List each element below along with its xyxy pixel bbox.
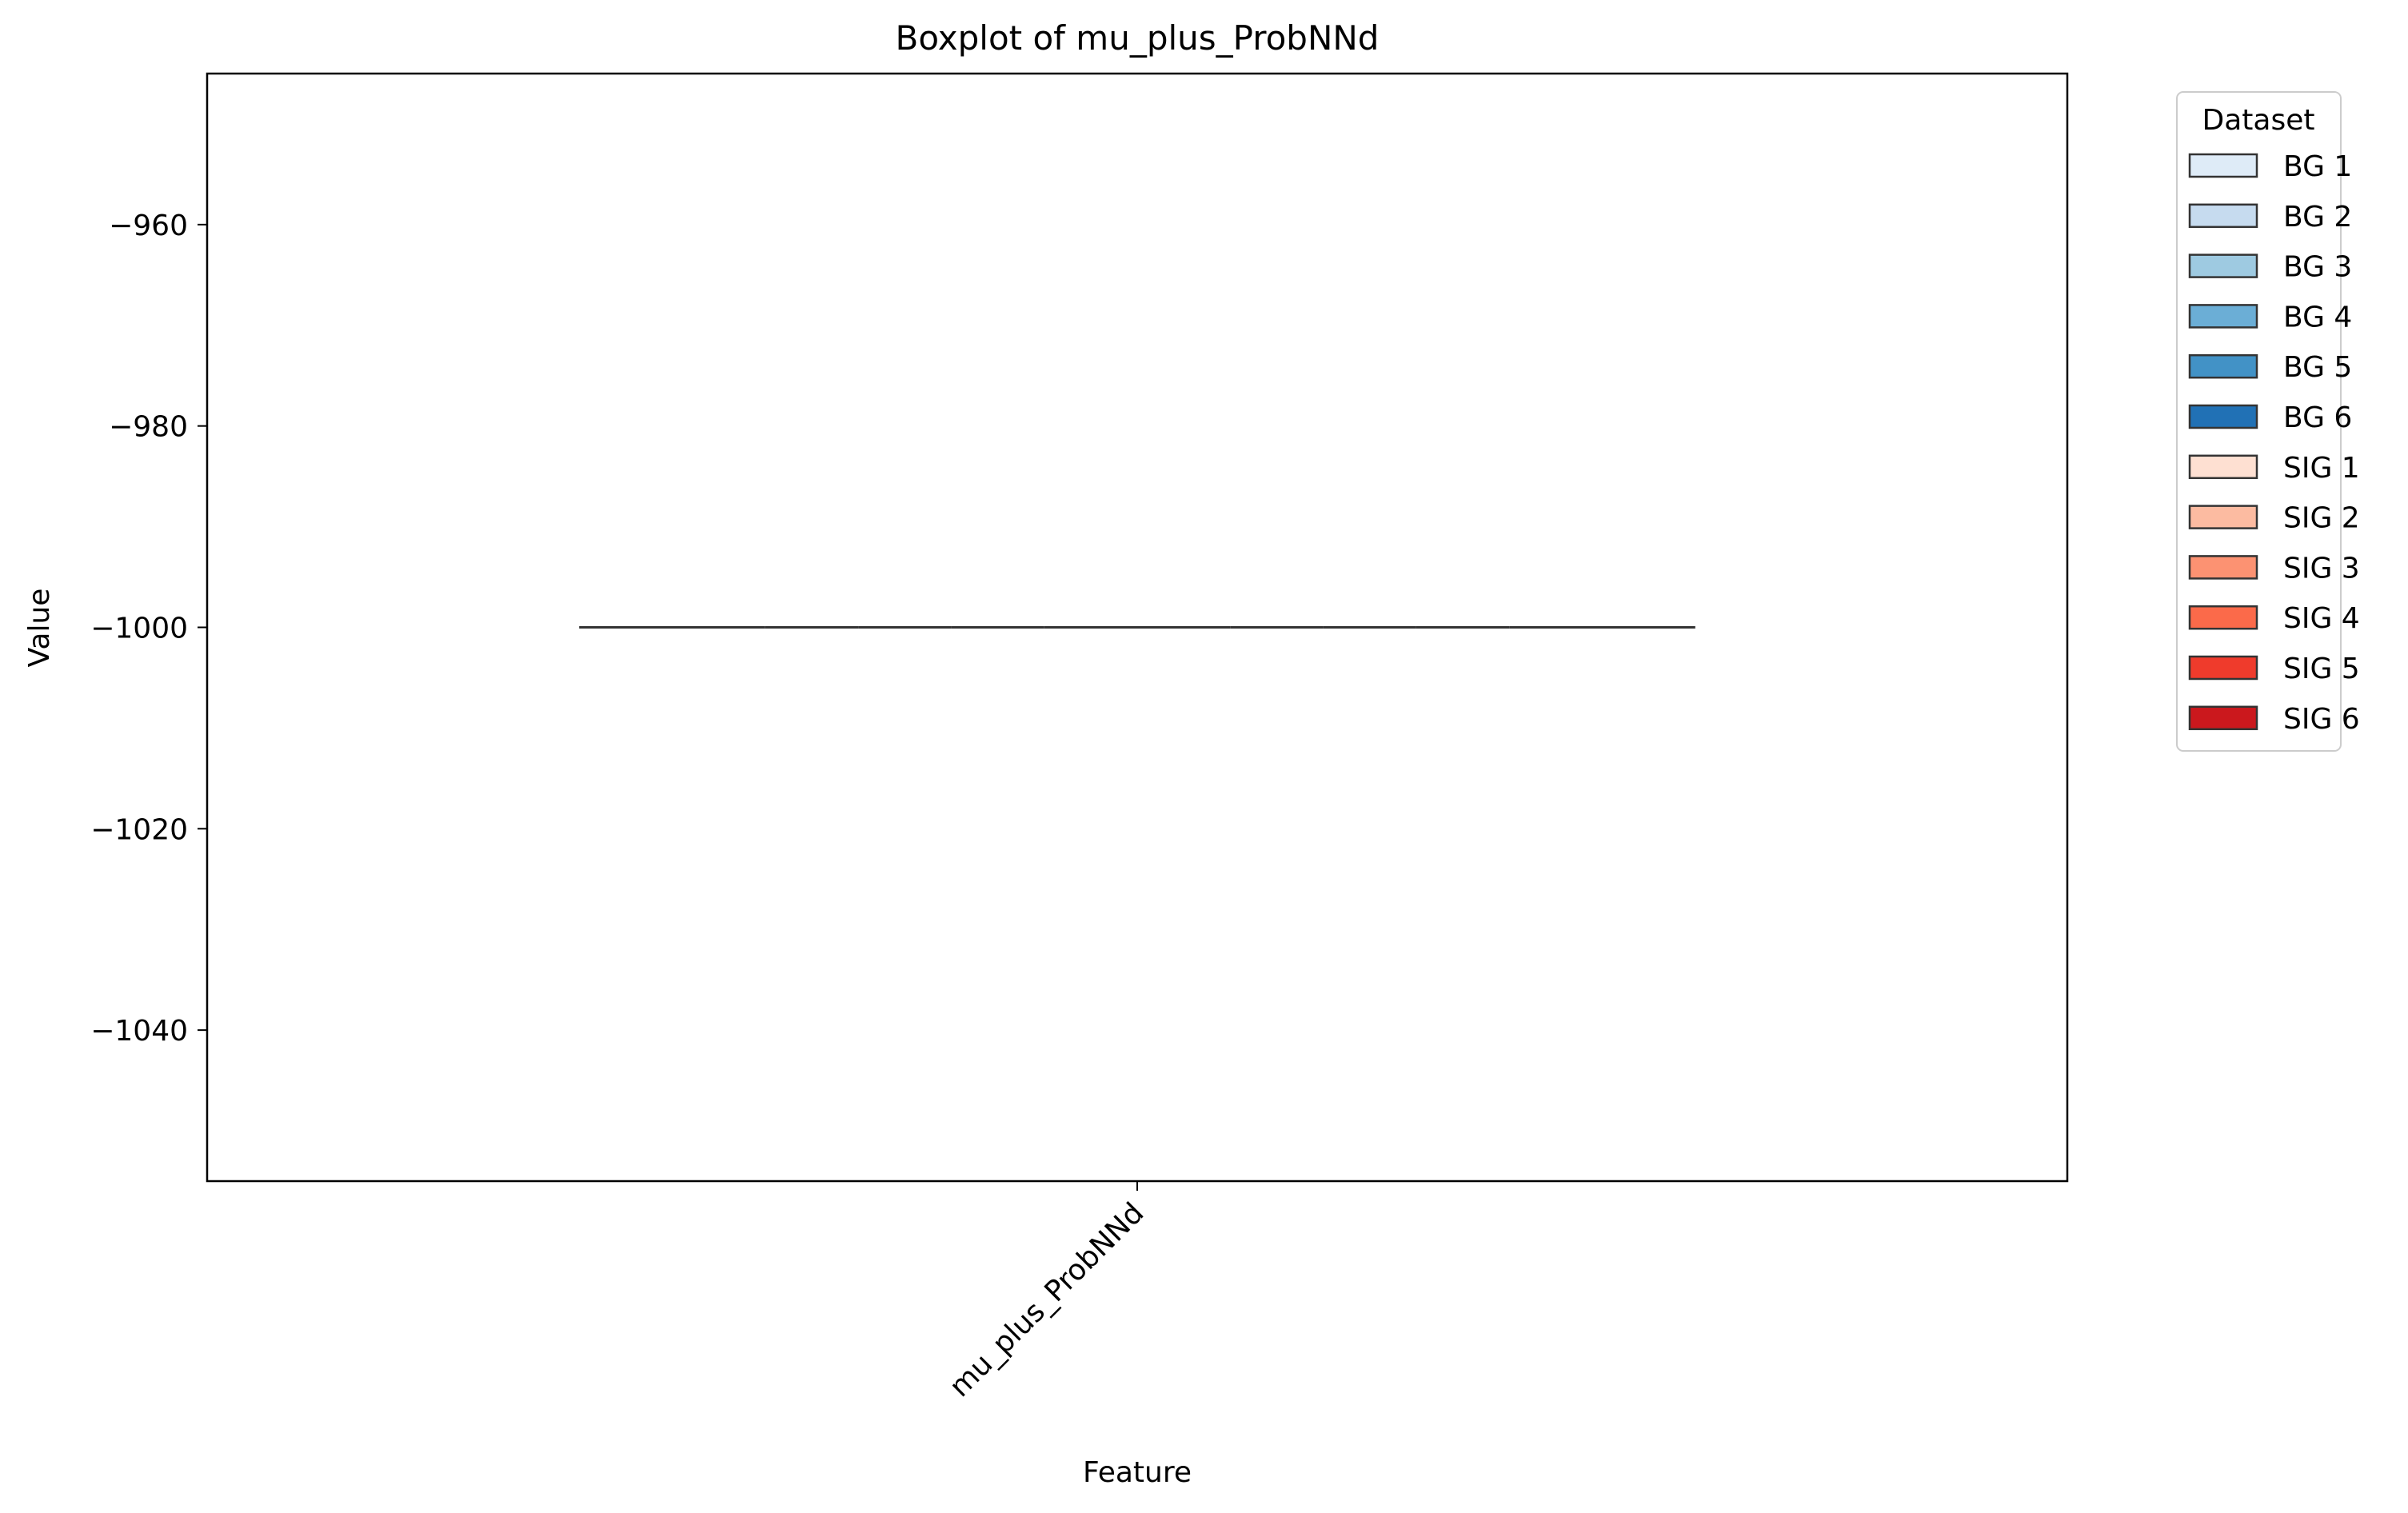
legend-swatch bbox=[2188, 353, 2258, 379]
legend-swatch bbox=[2188, 404, 2258, 429]
legend-title: Dataset bbox=[2202, 104, 2315, 137]
legend-swatch bbox=[2188, 253, 2258, 278]
y-tick-label: −980 bbox=[109, 411, 188, 444]
legend-swatch bbox=[2188, 555, 2258, 580]
y-axis-label: Value bbox=[23, 589, 56, 668]
legend-swatch bbox=[2188, 605, 2258, 630]
legend-entry-label: SIG 3 bbox=[2283, 552, 2360, 585]
legend-swatch bbox=[2188, 304, 2258, 329]
legend-entry-label: SIG 4 bbox=[2283, 602, 2360, 635]
y-tick-label: −1020 bbox=[90, 813, 188, 846]
legend-swatch bbox=[2188, 454, 2258, 480]
legend-entry-label: BG 3 bbox=[2283, 251, 2352, 284]
legend-swatch bbox=[2188, 153, 2258, 178]
legend-swatch bbox=[2188, 705, 2258, 731]
legend-entry-label: BG 1 bbox=[2283, 150, 2352, 183]
legend-swatch bbox=[2188, 505, 2258, 529]
x-axis-label: Feature bbox=[1083, 1456, 1192, 1489]
legend-entry-label: BG 4 bbox=[2283, 301, 2352, 333]
legend-entry-label: BG 5 bbox=[2283, 351, 2352, 384]
y-tick-label: −960 bbox=[109, 210, 188, 242]
y-tick-label: −1040 bbox=[90, 1015, 188, 1048]
y-tick-label: −1000 bbox=[90, 613, 188, 645]
legend-entry-label: SIG 1 bbox=[2283, 452, 2360, 485]
legend-entries: BG 1 BG 2 BG 3 BG 4 BG 5 BG 6 SIG 1 SIG 2 SIG 3 S… bbox=[2188, 150, 2360, 736]
legend-entry-label: SIG 5 bbox=[2283, 653, 2360, 685]
legend: Dataset BG 1 BG 2 BG 3 BG 4 BG 5 BG 6 SIG 1 SIG… bbox=[2176, 91, 2360, 752]
legend-entry-label: SIG 6 bbox=[2283, 703, 2360, 736]
legend-swatch bbox=[2188, 203, 2258, 229]
legend-entry-label: BG 6 bbox=[2283, 401, 2352, 434]
legend-entry-label: SIG 2 bbox=[2283, 502, 2360, 535]
legend-swatch bbox=[2188, 655, 2258, 681]
legend-entry-label: BG 2 bbox=[2283, 201, 2352, 234]
y-axis-ticks: −960 −980 −1000 −1020 −1040 bbox=[90, 210, 207, 1048]
chart-title: Boxplot of mu_plus_ProbNNd bbox=[896, 18, 1380, 58]
